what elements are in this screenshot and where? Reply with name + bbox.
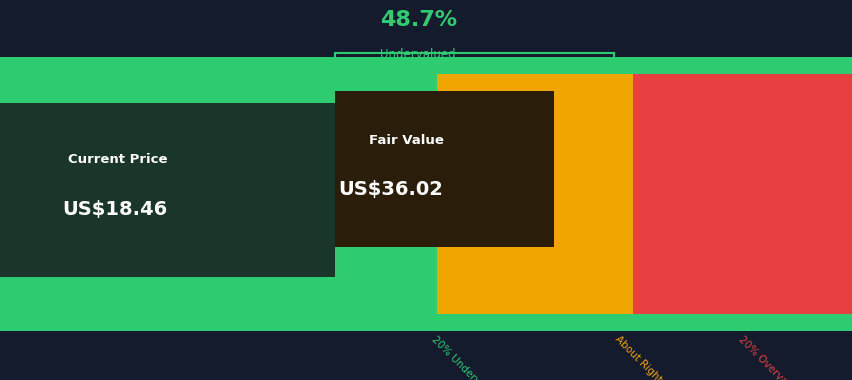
Bar <box>0 57 436 331</box>
Bar <box>0 103 335 277</box>
Bar <box>335 91 554 247</box>
Bar <box>436 57 632 331</box>
Text: About Right: About Right <box>613 334 663 380</box>
Text: 48.7%: 48.7% <box>379 10 456 30</box>
Text: 20% Overvalued: 20% Overvalued <box>736 334 804 380</box>
Text: Current Price: Current Price <box>67 153 167 166</box>
Text: US$36.02: US$36.02 <box>338 180 443 200</box>
Text: Fair Value: Fair Value <box>368 134 443 147</box>
Text: 20% Undervalued: 20% Undervalued <box>429 334 502 380</box>
Bar <box>0 57 852 74</box>
Text: US$18.46: US$18.46 <box>62 200 167 218</box>
Text: Undervalued: Undervalued <box>379 48 455 60</box>
Bar <box>632 57 852 331</box>
Bar <box>0 314 852 331</box>
